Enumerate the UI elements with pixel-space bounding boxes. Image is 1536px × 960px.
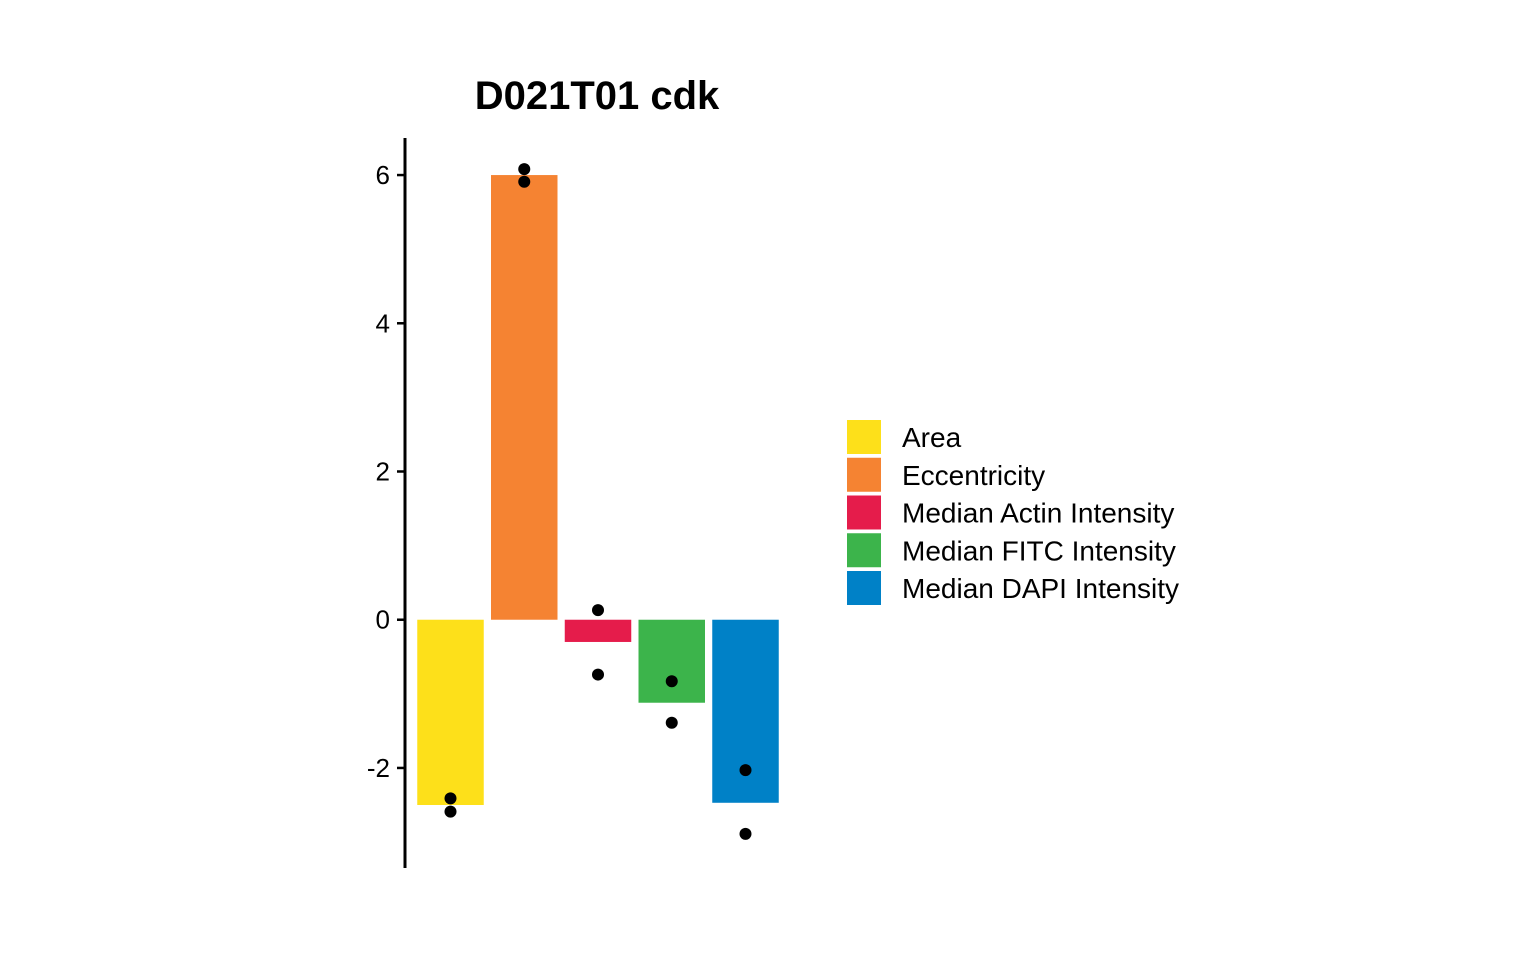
legend-label: Median DAPI Intensity [902, 573, 1179, 604]
data-point [592, 668, 604, 681]
points-layer [444, 163, 752, 840]
y-axis: -2 0 2 4 6 [367, 138, 407, 868]
data-point [518, 175, 531, 188]
bars-layer [417, 175, 779, 806]
data-point [739, 827, 752, 840]
bar-eccentricity [491, 175, 558, 620]
legend-label: Median Actin Intensity [902, 498, 1174, 529]
data-point [518, 163, 531, 176]
y-tick-label: 6 [376, 160, 390, 190]
legend-key [847, 533, 881, 568]
y-tick-label: -2 [367, 753, 390, 783]
bar-area [417, 619, 484, 806]
data-point [444, 805, 457, 818]
data-point [444, 792, 457, 805]
legend-label: Eccentricity [902, 460, 1045, 491]
data-point [592, 604, 604, 617]
chart-title: D021T01 cdk [475, 74, 720, 118]
y-tick-label: 2 [376, 457, 390, 487]
data-point [665, 675, 678, 688]
bar-median-fitc-intensity [638, 619, 705, 703]
legend-label: Area [902, 422, 962, 453]
legend-key [847, 457, 881, 492]
legend-key [847, 571, 881, 605]
y-tick-label: 0 [376, 605, 390, 635]
legend: Area Eccentricity Median Actin Intensity Me… [847, 420, 1179, 605]
y-tick-label: 4 [376, 308, 390, 338]
legend-key [847, 420, 881, 454]
legend-key [847, 495, 881, 530]
bar-median-actin-intensity [564, 619, 632, 642]
data-point [665, 716, 678, 729]
data-point [739, 764, 752, 777]
legend-label: Median FITC Intensity [902, 535, 1176, 566]
